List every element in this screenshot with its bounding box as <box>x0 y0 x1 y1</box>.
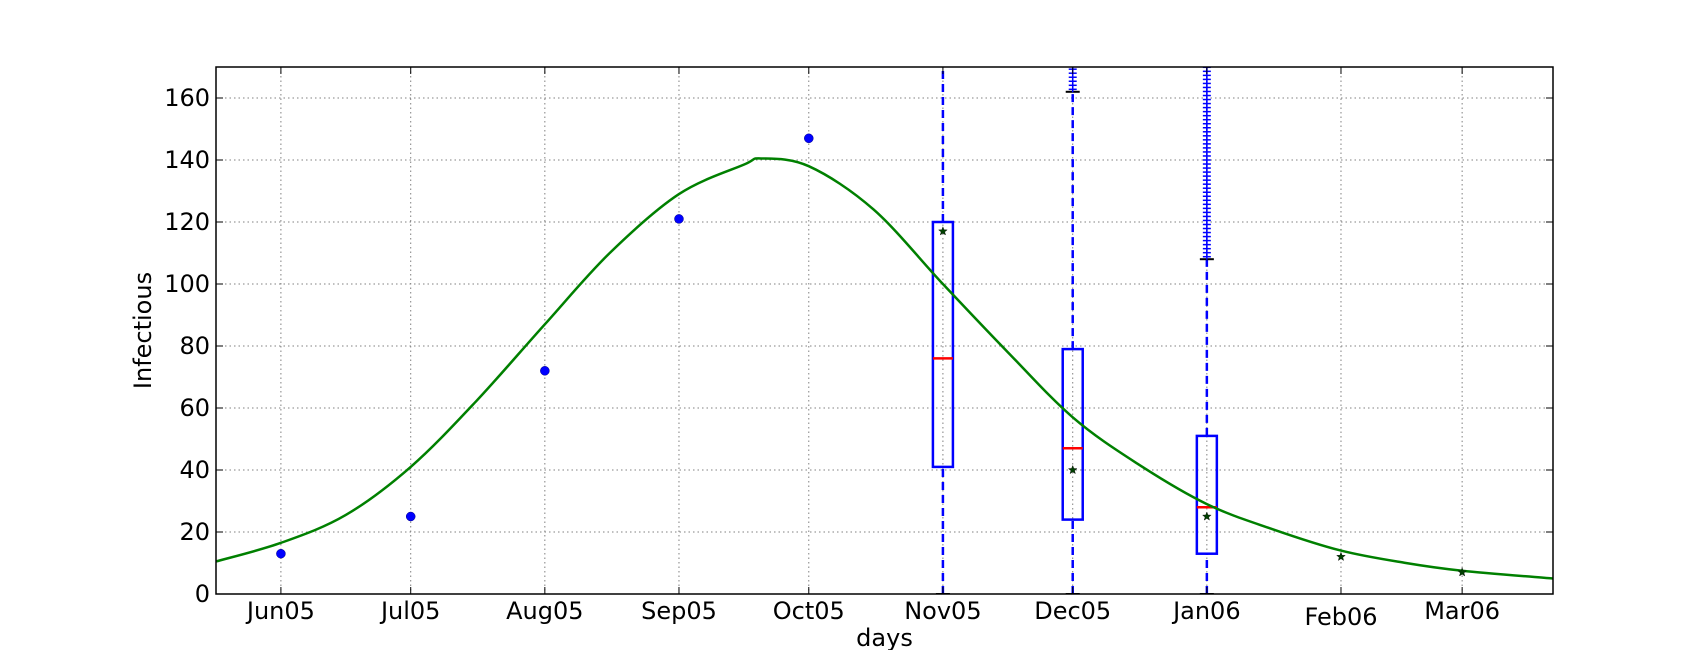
y-tick-label: 120 <box>164 208 210 236</box>
observed-point <box>804 133 814 144</box>
plot-frame <box>215 66 1554 595</box>
x-tick-label: Dec05 <box>1034 597 1111 625</box>
x-tick-label: Sep05 <box>641 597 717 625</box>
x-tick-label: Aug05 <box>506 597 583 625</box>
x-tick-label: Oct05 <box>773 597 845 625</box>
x-tick-label: Jun05 <box>245 597 315 625</box>
x-tick-label: Jan06 <box>1171 597 1241 625</box>
boxplot-box <box>931 220 955 469</box>
x-axis-label: days <box>856 624 913 650</box>
y-tick-label: 140 <box>164 146 210 174</box>
y-tick-label: 40 <box>179 456 210 484</box>
observed-point <box>674 214 684 224</box>
y-tick-label: 60 <box>179 394 210 422</box>
fit-line <box>216 157 1553 580</box>
y-tick-label: 100 <box>164 270 210 298</box>
x-tick-label: Jul05 <box>379 597 441 625</box>
y-tick-label: 20 <box>179 518 210 546</box>
observed-point <box>540 366 550 376</box>
observed-point <box>276 548 286 559</box>
y-tick-label: 160 <box>164 84 210 112</box>
observed-point <box>405 511 416 522</box>
y-tick-label: 0 <box>195 580 210 608</box>
x-tick-label: Feb06 <box>1304 603 1377 631</box>
boxplot-box <box>1061 347 1084 521</box>
predicted-star <box>1067 464 1078 475</box>
y-axis-label: Infectious <box>129 272 157 389</box>
boxplot-box <box>1195 434 1219 555</box>
predicted-star <box>1457 567 1467 577</box>
predicted-star <box>1336 551 1346 561</box>
ticks: 0 20 40 60 80 100 120 140 160 Jun05 Jul05 Aug05 Sep0… <box>164 67 1553 631</box>
predicted-star <box>1202 511 1212 521</box>
x-tick-label: Nov05 <box>904 597 981 625</box>
y-tick-label: 80 <box>179 332 210 360</box>
x-tick-label: Mar06 <box>1424 597 1500 625</box>
predicted-star <box>938 226 948 236</box>
